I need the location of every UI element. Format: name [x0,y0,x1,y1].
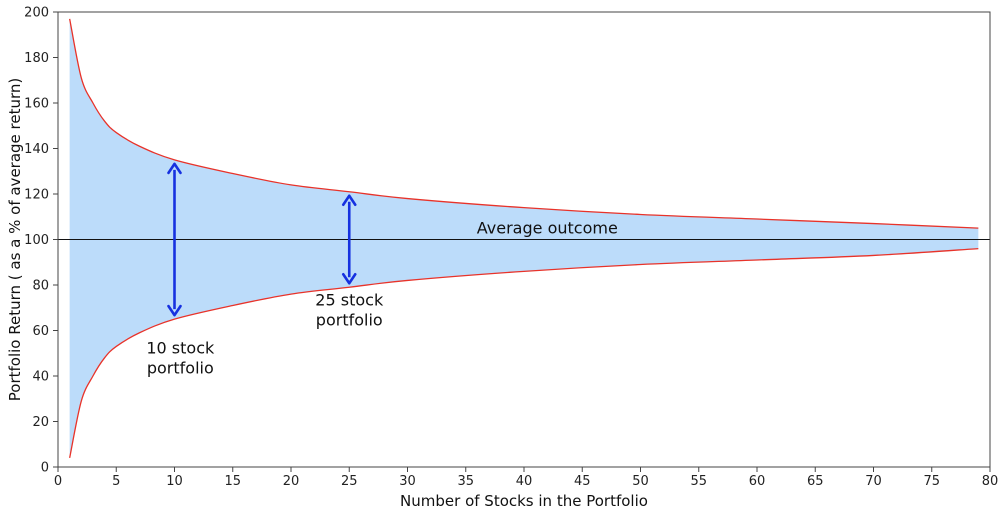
range-arrow-1 [167,162,182,317]
x-axis-title: Number of Stocks in the Portfolio [400,492,648,510]
x-tick-label: 55 [690,474,707,489]
x-tick-label: 30 [399,474,416,489]
x-tick-label: 15 [224,474,241,489]
y-tick-label: 40 [32,370,49,385]
x-tick-label: 45 [574,474,591,489]
x-tick-label: 80 [982,474,999,489]
y-tick-label: 200 [24,6,49,21]
x-tick-label: 60 [749,474,766,489]
upper-bound-line [69,18,979,229]
range-arrow-2 [341,194,357,285]
y-tick-label: 180 [24,51,49,66]
x-tick-label: 0 [54,474,62,489]
y-tick-label: 140 [24,142,49,157]
x-tick-label: 35 [457,474,474,489]
range-band-fill [69,18,979,458]
y-tick-label: 120 [24,188,49,203]
y-tick-label: 0 [41,461,49,476]
x-tick-label: 10 [166,474,183,489]
average-outcome-label: Average outcome [477,219,618,238]
y-tick-label: 20 [32,415,49,430]
x-tick-label: 65 [807,474,824,489]
y-axis-title: Portfolio Return ( as a % of average ret… [6,78,24,402]
x-tick-label: 20 [283,474,300,489]
x-tick-label: 25 [341,474,358,489]
annotation-2: 25 stock portfolio [315,290,384,329]
x-tick-label: 40 [516,474,533,489]
x-tick-label: 75 [923,474,940,489]
x-tick-label: 50 [632,474,649,489]
annotation-1: 10 stock portfolio [146,338,215,377]
lower-bound-line [69,247,979,459]
y-tick-label: 100 [24,233,49,248]
y-tick-label: 160 [24,97,49,112]
x-tick-label: 5 [112,474,120,489]
y-tick-label: 60 [32,324,49,339]
y-tick-label: 80 [32,279,49,294]
x-tick-label: 70 [865,474,882,489]
